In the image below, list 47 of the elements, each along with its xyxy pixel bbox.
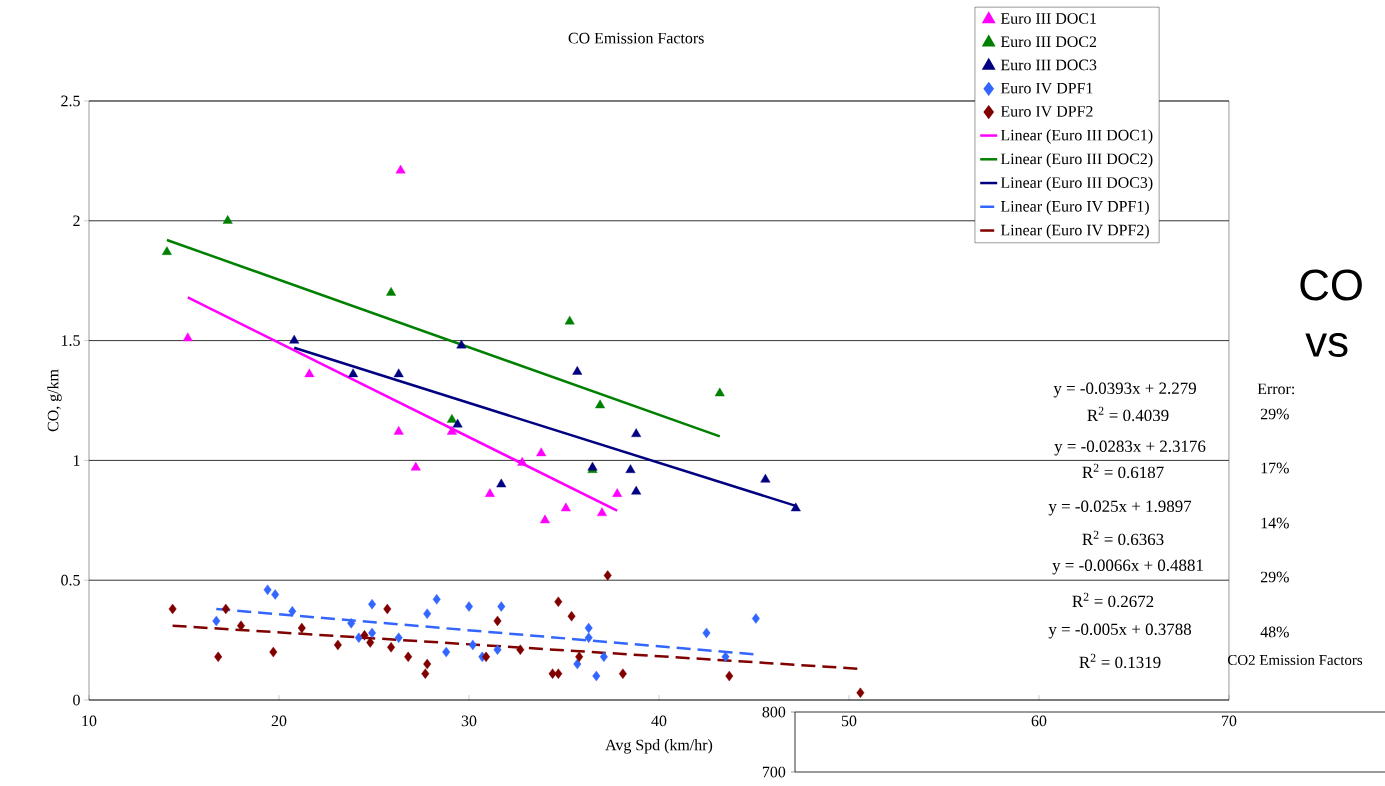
x-tick-label: 10 bbox=[82, 715, 97, 727]
annotation: y = -0.0066x + 0.4881 bbox=[1052, 559, 1203, 575]
y-tick-label: 1.5 bbox=[61, 335, 80, 346]
x-tick-label: 60 bbox=[1031, 715, 1047, 727]
y-tick-label: 2.5 bbox=[61, 95, 80, 107]
x-tick-label: 20 bbox=[271, 715, 287, 727]
legend-label: Linear (Euro IV DPF2) bbox=[1000, 224, 1149, 239]
text: 800 bbox=[762, 706, 786, 718]
annotation: y = -0.0283x + 2.3176 bbox=[1054, 440, 1206, 456]
text: CO bbox=[1300, 269, 1362, 301]
legend-label: Linear (Euro IV DPF1) bbox=[1000, 200, 1149, 215]
annotation: R$^{2}$ = 0.6187 bbox=[1082, 463, 1164, 479]
annotation: R$^{2}$ = 0.2672 bbox=[1072, 592, 1154, 608]
annotation: y = -0.0393x + 2.279 bbox=[1053, 382, 1196, 398]
annotation: R$^{2}$ = 0.6363 bbox=[1082, 530, 1164, 546]
legend-label: Euro III DOC1 bbox=[1000, 13, 1096, 24]
y-tick-label: 2 bbox=[73, 215, 80, 227]
legend-label: Linear (Euro III DOC3) bbox=[1000, 176, 1153, 192]
text: 17% bbox=[1261, 462, 1289, 474]
annotation: R$^{2}$ = 0.1319 bbox=[1079, 653, 1161, 669]
y-axis-title: CO, g/km bbox=[47, 369, 62, 432]
text: 700 bbox=[762, 766, 786, 778]
text: 29% bbox=[1260, 571, 1289, 583]
legend-label: Linear (Euro III DOC2) bbox=[1000, 153, 1153, 168]
legend-label: Euro IV DPF1 bbox=[1000, 82, 1093, 94]
x-tick-label: 50 bbox=[841, 715, 857, 727]
legend-label: Euro IV DPF2 bbox=[1000, 106, 1093, 117]
x-tick-label: 40 bbox=[651, 715, 667, 727]
text: 48% bbox=[1260, 626, 1289, 638]
text: vs bbox=[1305, 333, 1348, 357]
x-axis-title: Avg Spd (km/hr) bbox=[605, 739, 713, 754]
text: CO2 Emission Factors bbox=[1227, 654, 1363, 666]
x-tick-label: 70 bbox=[1222, 715, 1237, 727]
y-tick-label: 1 bbox=[73, 455, 80, 466]
y-tick-label: 0.5 bbox=[61, 574, 80, 586]
text: 14% bbox=[1261, 517, 1289, 529]
annotation: y = -0.005x + 0.3788 bbox=[1048, 623, 1192, 639]
annotation: y = -0.025x + 1.9897 bbox=[1048, 500, 1192, 516]
x-tick-label: 30 bbox=[461, 715, 477, 727]
legend-label: Euro III DOC2 bbox=[1000, 36, 1097, 48]
y-tick-label: 0 bbox=[73, 694, 80, 706]
text: 29% bbox=[1260, 408, 1289, 420]
legend-label: Linear (Euro III DOC1) bbox=[1000, 129, 1153, 144]
annotation: R$^{2}$ = 0.4039 bbox=[1087, 406, 1169, 422]
legend-label: Euro III DOC3 bbox=[1000, 59, 1097, 71]
text: Error: bbox=[1257, 383, 1294, 395]
chart-title: CO Emission Factors bbox=[568, 32, 704, 44]
